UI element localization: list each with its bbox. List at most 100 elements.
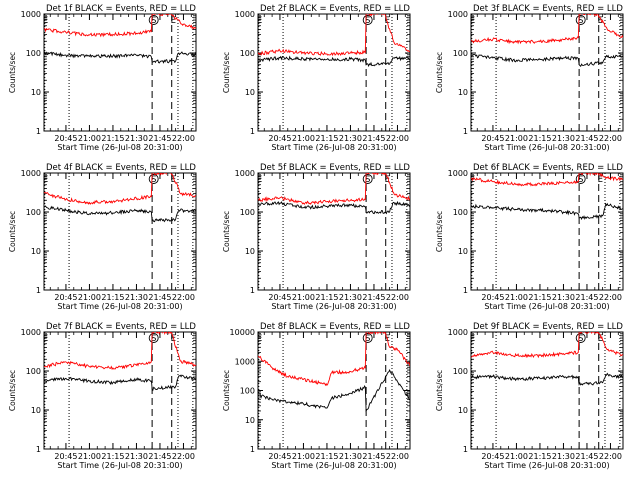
- y-tick-label: 100: [240, 208, 255, 217]
- x-tick-label: 21:15: [101, 134, 124, 143]
- plot-frame: [257, 172, 411, 291]
- event-marker-label: E: [598, 334, 603, 344]
- x-tick-label: 20:45: [54, 134, 77, 143]
- y-tick-label: 10: [458, 406, 468, 415]
- y-tick-label: 1: [250, 286, 255, 295]
- event-marker-label: E: [171, 175, 176, 185]
- x-tick-label: 22:00: [599, 452, 622, 461]
- x-tick-label: 21:45: [148, 293, 171, 302]
- event-marker-label: S: [578, 334, 583, 344]
- y-tick-label: 1: [36, 127, 41, 136]
- y-tick-label: 1000: [235, 357, 255, 366]
- event-marker-label: E: [171, 16, 176, 26]
- marker-circle: [148, 174, 159, 184]
- y-axis-label: Counts/sec: [435, 211, 444, 252]
- events-series-line: [44, 51, 196, 64]
- y-tick-label: 1: [463, 445, 468, 454]
- plot-frame: [470, 331, 624, 450]
- chart-title: Det 6f BLACK = Events, RED = LLD: [473, 163, 623, 173]
- y-tick-label: 1000: [21, 10, 41, 19]
- event-marker-label: E: [598, 16, 603, 26]
- chart-panel-7: Det 7f BLACK = Events, RED = LLD 1 10 100 10…: [8, 322, 197, 470]
- events-series-line: [258, 55, 410, 68]
- lld-series-line: [471, 173, 623, 187]
- x-tick-label: 20:45: [481, 134, 504, 143]
- x-tick-label: 21:15: [315, 293, 338, 302]
- x-tick-label: 21:30: [125, 452, 148, 461]
- x-tick-label: 21:15: [101, 452, 124, 461]
- y-tick-label: 1000: [448, 328, 468, 337]
- y-tick-label: 10: [245, 247, 255, 256]
- y-tick-label: 1000: [235, 10, 255, 19]
- x-tick-label: 21:00: [78, 293, 101, 302]
- y-tick-label: 10: [458, 247, 468, 256]
- chart-panel-6: Det 6f BLACK = Events, RED = LLD 1 10 100 10…: [435, 163, 624, 311]
- x-tick-label: 21:45: [575, 293, 598, 302]
- x-tick-label: 21:45: [362, 452, 385, 461]
- event-marker-label: E: [470, 16, 475, 26]
- x-tick-label: 21:45: [148, 134, 171, 143]
- events-series-line: [471, 54, 623, 67]
- x-tick-label: 21:00: [78, 452, 101, 461]
- y-tick-label: 10: [245, 416, 255, 425]
- y-tick-label: 10: [31, 406, 41, 415]
- chart-title: Det 4f BLACK = Events, RED = LLD: [46, 163, 196, 173]
- lld-series-line: [44, 332, 196, 371]
- plot-frame: [257, 13, 411, 132]
- x-tick-label: 22:00: [172, 452, 195, 461]
- x-tick-label: 22:00: [172, 293, 195, 302]
- plot-frame: [470, 13, 624, 132]
- y-tick-label: 10000: [230, 328, 255, 337]
- x-tick-label: 20:45: [268, 293, 291, 302]
- y-tick-label: 1: [36, 286, 41, 295]
- chart-panel-8: Det 8f BLACK = Events, RED = LLD 1 10 100 10…: [222, 322, 411, 470]
- plot-frame: [257, 331, 411, 450]
- lld-series-line: [258, 14, 410, 57]
- chart-title: Det 5f BLACK = Events, RED = LLD: [260, 163, 410, 173]
- marker-circle: [362, 15, 373, 25]
- x-tick-label: 21:15: [528, 293, 551, 302]
- y-tick-label: 1000: [21, 328, 41, 337]
- y-tick-label: 1: [36, 445, 41, 454]
- y-tick-label: 1000: [448, 10, 468, 19]
- y-tick-label: 1000: [235, 169, 255, 178]
- event-marker-label: E: [385, 175, 390, 185]
- y-tick-label: 10: [31, 247, 41, 256]
- x-tick-label: 21:15: [528, 452, 551, 461]
- y-tick-label: 100: [240, 49, 255, 58]
- plot-frame: [470, 172, 624, 291]
- event-marker-label: E: [257, 334, 262, 344]
- x-tick-label: 21:30: [552, 134, 575, 143]
- marker-circle: [362, 174, 373, 184]
- lld-series-line: [258, 332, 410, 387]
- x-axis-label: Start Time (26-Jul-08 20:31:00): [484, 143, 609, 152]
- chart-title: Det 2f BLACK = Events, RED = LLD: [260, 4, 410, 14]
- lld-series-line: [471, 14, 623, 45]
- x-tick-label: 21:15: [101, 293, 124, 302]
- x-tick-label: 20:45: [481, 452, 504, 461]
- x-axis-label: Start Time (26-Jul-08 20:31:00): [271, 302, 396, 311]
- events-series-line: [44, 205, 196, 223]
- event-marker-label: S: [151, 175, 156, 185]
- events-series-line: [44, 374, 196, 392]
- event-marker-label: S: [365, 16, 370, 26]
- y-axis-label: Counts/sec: [222, 370, 231, 411]
- y-tick-label: 100: [453, 367, 468, 376]
- event-marker-label: S: [151, 334, 156, 344]
- x-tick-label: 21:15: [315, 452, 338, 461]
- x-tick-label: 21:00: [505, 134, 528, 143]
- x-tick-label: 21:30: [552, 452, 575, 461]
- x-tick-label: 22:00: [599, 293, 622, 302]
- chart-panel-2: Det 2f BLACK = Events, RED = LLD 1 10 100 10…: [222, 4, 411, 152]
- x-tick-label: 21:00: [505, 452, 528, 461]
- events-series-line: [258, 200, 410, 215]
- lld-series-line: [471, 332, 623, 359]
- x-tick-label: 20:45: [268, 134, 291, 143]
- event-marker-label: E: [43, 16, 48, 26]
- event-marker-label: E: [598, 175, 603, 185]
- y-tick-label: 10: [31, 88, 41, 97]
- y-axis-label: Counts/sec: [435, 370, 444, 411]
- x-tick-label: 21:00: [505, 293, 528, 302]
- event-marker-label: E: [470, 334, 475, 344]
- y-tick-label: 1: [250, 445, 255, 454]
